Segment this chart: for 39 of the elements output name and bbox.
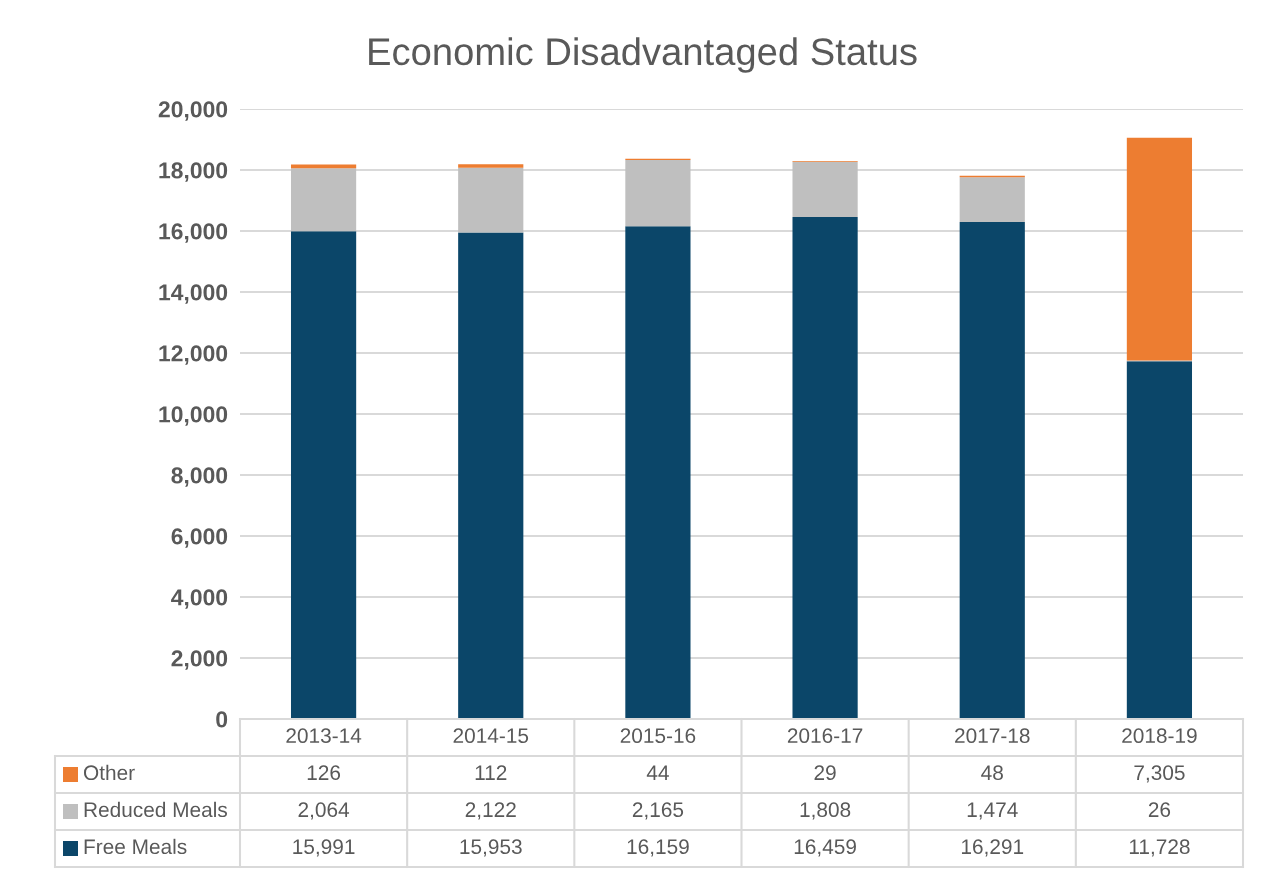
data-label: 16,291 xyxy=(961,839,1024,857)
y-tick-label: 8,000 xyxy=(171,467,228,487)
legend-label: Other xyxy=(83,764,135,781)
legend-label: Reduced Meals xyxy=(84,801,227,818)
chart-title: Economic Disadvantaged Status xyxy=(369,37,917,73)
x-tick-label: 2015-16 xyxy=(620,728,696,744)
data-label: 15,953 xyxy=(460,839,522,857)
data-label: 29 xyxy=(814,765,836,781)
x-tick-label: 2016-17 xyxy=(787,728,863,744)
data-label: 16,159 xyxy=(627,839,689,857)
legend-label: Free Meals xyxy=(84,838,187,855)
data-label: 1,474 xyxy=(967,802,1018,820)
y-tick-label: 14,000 xyxy=(159,284,228,304)
data-label: 7,305 xyxy=(1134,765,1185,783)
data-label: 2,064 xyxy=(298,802,350,820)
data-label: 1,808 xyxy=(800,802,851,820)
data-label: 2,122 xyxy=(465,802,516,820)
y-tick-label: 4,000 xyxy=(171,589,228,609)
y-tick-label: 6,000 xyxy=(171,528,228,548)
data-label: 26 xyxy=(1148,802,1171,818)
y-tick-label: 16,000 xyxy=(159,223,228,243)
data-label: 112 xyxy=(475,765,507,780)
y-tick-label: 20,000 xyxy=(158,101,228,121)
x-tick-label: 2013-14 xyxy=(286,728,362,744)
y-tick-label: 12,000 xyxy=(159,345,228,365)
x-tick-label: 2018-19 xyxy=(1122,728,1197,744)
data-label: 126 xyxy=(307,765,341,781)
data-label: 11,728 xyxy=(1129,839,1190,857)
y-tick-label: 0 xyxy=(216,711,228,728)
data-label: 48 xyxy=(981,765,1003,781)
data-label: 2,165 xyxy=(632,802,684,820)
data-label: 44 xyxy=(646,765,669,780)
data-label: 15,991 xyxy=(293,839,355,857)
x-tick-label: 2014-15 xyxy=(453,728,529,744)
x-tick-label: 2017-18 xyxy=(955,728,1030,744)
y-tick-label: 10,000 xyxy=(159,406,228,426)
y-tick-label: 18,000 xyxy=(159,162,228,182)
data-label: 16,459 xyxy=(794,839,856,857)
y-tick-label: 2,000 xyxy=(171,650,228,670)
